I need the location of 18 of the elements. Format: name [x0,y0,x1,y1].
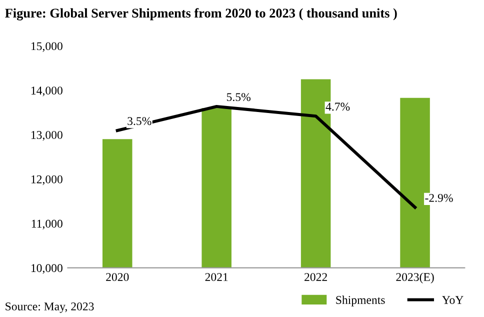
y-tick-label: 10,000 [31,264,62,274]
x-tick-label: 2021 [205,273,228,282]
x-tick-label: 2022 [304,273,327,282]
y-tick-label: 12,000 [31,175,62,186]
data-label: 3.5% [128,117,152,126]
data-label: 5.5% [227,93,250,102]
y-tick-label: 11,000 [32,220,62,230]
legend-label: YoY [442,296,464,304]
x-tick-label: 2023(E) [396,272,434,284]
chart-title: Figure: Global Server Shipments from 2020 to 2023 ( thousand units ) [5,8,397,20]
y-tick-label: 15,000 [31,42,62,52]
legend-label: Shipments [336,296,385,306]
y-tick-label: 13,000 [31,130,62,141]
source-note: Source: May, 2023 [6,302,94,313]
data-label: 4.7% [326,102,350,111]
y-tick-label: 14,000 [31,86,62,96]
data-label: -2.9% [425,194,453,202]
x-tick-label: 2020 [106,273,129,282]
